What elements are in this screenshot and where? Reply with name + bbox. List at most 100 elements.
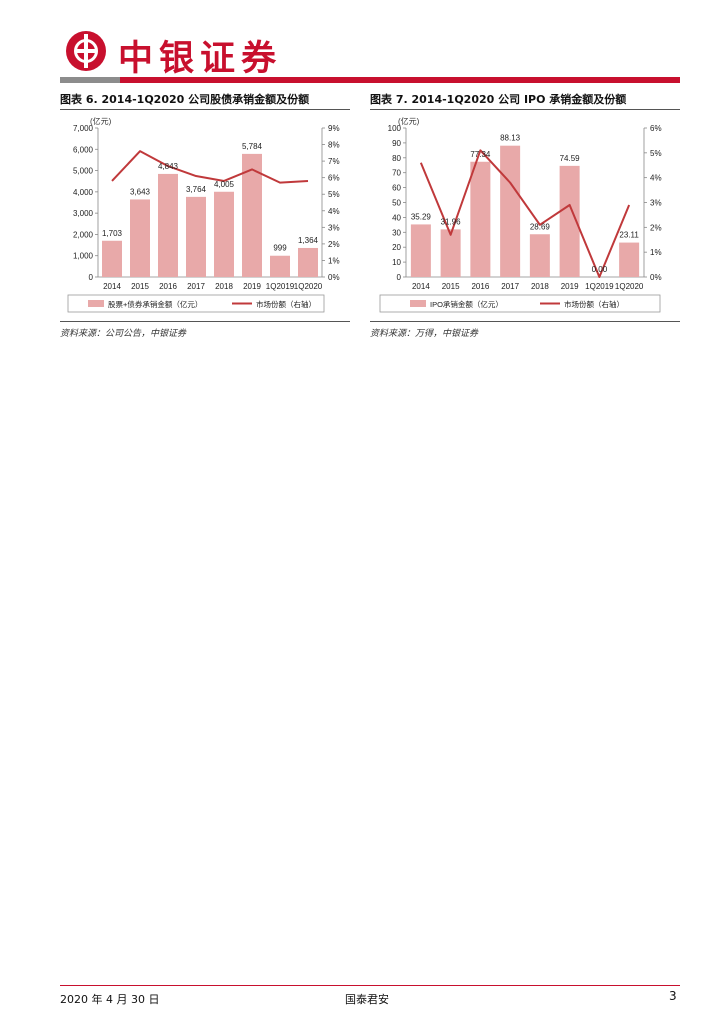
bar-data-label: 4,843 <box>158 162 179 171</box>
bar <box>270 255 290 277</box>
y-right-tick-label: 0% <box>650 273 662 282</box>
y-left-tick-label: 6,000 <box>73 145 94 154</box>
legend-bar-swatch <box>410 300 426 307</box>
bar <box>440 229 461 277</box>
x-tick-label: 1Q2019 <box>266 282 295 291</box>
y-left-tick-label: 80 <box>392 154 401 163</box>
bar <box>186 196 206 277</box>
legend-bar-label: 股票+债券承销金额（亿元） <box>108 299 202 309</box>
unit-label: (亿元) <box>398 116 420 126</box>
left-chart-title: 图表 6. 2014-1Q2020 公司股债承销金额及份额 <box>60 93 310 106</box>
unit-label: (亿元) <box>90 116 112 126</box>
bar <box>298 247 318 277</box>
bar <box>470 161 491 277</box>
bar <box>559 165 580 277</box>
y-right-tick-label: 6% <box>650 124 662 133</box>
right-source-note: 资料来源：万得，中银证券 <box>370 329 479 339</box>
y-left-tick-label: 100 <box>388 124 402 133</box>
bar <box>214 191 234 277</box>
bar-data-label: 1,703 <box>102 229 123 238</box>
x-tick-label: 2016 <box>471 282 489 291</box>
footer-publisher: 国泰君安 <box>345 993 389 1006</box>
x-tick-label: 2014 <box>103 282 121 291</box>
bar-data-label: 0.00 <box>592 265 608 274</box>
bar-data-label: 999 <box>273 244 287 253</box>
footer-date: 2020 年 4 月 30 日 <box>60 993 160 1006</box>
legend-line-label: 市场份额（右轴） <box>256 299 316 309</box>
x-tick-label: 1Q2019 <box>585 282 614 291</box>
y-right-tick-label: 3% <box>650 199 662 208</box>
bar <box>242 153 262 277</box>
x-tick-label: 2015 <box>442 282 460 291</box>
x-tick-label: 2019 <box>561 282 579 291</box>
header-divider-red <box>120 77 680 83</box>
bar-data-label: 74.59 <box>560 154 581 163</box>
x-tick-label: 2017 <box>501 282 519 291</box>
bar <box>410 224 431 277</box>
y-left-tick-label: 4,000 <box>73 188 94 197</box>
right-title-rule <box>370 109 680 110</box>
x-tick-label: 2019 <box>243 282 261 291</box>
bar-data-label: 4,005 <box>214 180 235 189</box>
x-tick-label: 2016 <box>159 282 177 291</box>
y-left-tick-label: 50 <box>392 199 401 208</box>
bar <box>158 173 178 277</box>
y-left-tick-label: 70 <box>392 169 401 178</box>
y-left-tick-label: 2,000 <box>73 230 94 239</box>
y-left-tick-label: 20 <box>392 243 401 252</box>
right-chart-title: 图表 7. 2014-1Q2020 公司 IPO 承销金额及份额 <box>370 93 627 106</box>
bar-data-label: 35.29 <box>411 212 432 221</box>
page-number: 3 <box>669 989 677 1003</box>
y-right-tick-label: 7% <box>328 157 340 166</box>
y-right-tick-label: 5% <box>650 149 662 158</box>
x-tick-label: 2018 <box>215 282 233 291</box>
bar <box>619 242 640 277</box>
footer-rule <box>60 985 680 986</box>
y-left-tick-label: 1,000 <box>73 252 94 261</box>
y-right-tick-label: 9% <box>328 124 340 133</box>
y-right-tick-label: 0% <box>328 273 340 282</box>
bar-data-label: 23.11 <box>619 231 639 240</box>
share-line <box>419 149 631 278</box>
bar <box>529 234 550 277</box>
y-right-tick-label: 2% <box>328 240 340 249</box>
right-chart: (亿元) 0 10 20 30 40 50 60 70 80 90 100 0% 1% 2% 3% 4% 5% 6%… <box>379 116 662 313</box>
bar-data-label: 3,643 <box>130 187 151 196</box>
y-left-tick-label: 0 <box>397 273 402 282</box>
header-divider-gray <box>60 77 120 83</box>
bar-data-label: 28.69 <box>530 222 551 231</box>
x-tick-label: 2018 <box>531 282 549 291</box>
left-source-note: 资料来源：公司公告，中银证券 <box>60 329 187 339</box>
y-right-tick-label: 3% <box>328 223 340 232</box>
bar-data-label: 5,784 <box>242 142 263 151</box>
brand-name: 中银证券 <box>118 38 283 79</box>
y-left-tick-label: 10 <box>392 258 401 267</box>
boc-logo-icon <box>66 31 106 71</box>
bar <box>102 240 122 277</box>
y-right-tick-label: 6% <box>328 174 340 183</box>
y-left-tick-label: 60 <box>392 184 401 193</box>
y-right-tick-label: 1% <box>650 248 662 257</box>
y-right-tick-label: 1% <box>328 256 340 265</box>
x-tick-label: 2017 <box>187 282 205 291</box>
x-tick-label: 2014 <box>412 282 430 291</box>
left-title-rule <box>60 109 350 110</box>
x-tick-label: 2015 <box>131 282 149 291</box>
y-left-tick-label: 0 <box>89 273 94 282</box>
right-bottom-rule <box>370 321 680 322</box>
y-left-tick-label: 7,000 <box>73 124 94 133</box>
page-header: 中银证券 <box>0 0 725 84</box>
bar-data-label: 31.96 <box>441 217 462 226</box>
y-left-tick-label: 30 <box>392 228 401 237</box>
left-chart: (亿元) 0 1,000 2,000 3,000 4,000 5,000 6,000 7,000… <box>67 116 340 313</box>
legend-box <box>379 294 661 313</box>
legend-line-label: 市场份额（右轴） <box>564 299 624 309</box>
share-line <box>111 150 309 184</box>
legend-box <box>67 294 325 313</box>
bar-data-label: 3,764 <box>186 185 207 194</box>
y-right-tick-label: 4% <box>650 174 662 183</box>
y-right-tick-label: 4% <box>328 207 340 216</box>
y-right-tick-label: 5% <box>328 190 340 199</box>
y-right-tick-label: 2% <box>650 223 662 232</box>
y-left-tick-label: 3,000 <box>73 209 94 218</box>
